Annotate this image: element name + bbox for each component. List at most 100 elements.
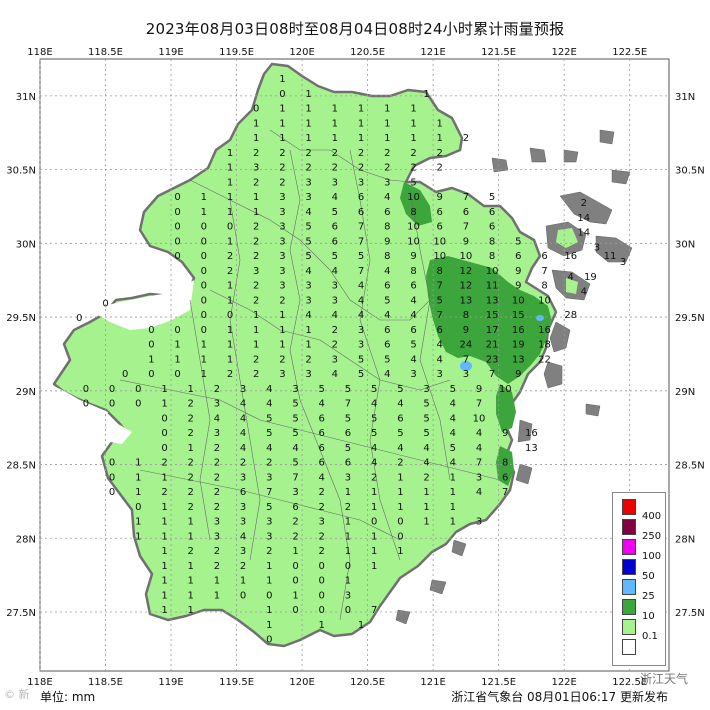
station-value: 4 (384, 310, 390, 321)
station-value: 2 (214, 458, 220, 469)
station-value: 2 (214, 487, 220, 498)
station-value: 1 (161, 517, 167, 528)
lon-tick-bottom: 119.5E (219, 677, 254, 688)
lat-tick-right: 27.5N (675, 608, 705, 619)
station-value: 4 (437, 354, 443, 365)
station-value: 1 (161, 531, 167, 542)
lat-tick-right: 30N (675, 239, 695, 250)
station-value: 4 (332, 192, 338, 203)
unit-label: 单位: mm (40, 690, 96, 704)
station-value: 17 (486, 325, 499, 336)
station-value: 4 (476, 428, 482, 439)
station-value: 1 (279, 325, 285, 336)
lat-tick-left: 30N (16, 239, 36, 250)
station-value: 3 (214, 531, 220, 542)
station-value: 9 (463, 325, 469, 336)
station-value: 7 (476, 399, 482, 410)
station-value: 6 (240, 487, 246, 498)
station-value: 10 (486, 266, 499, 277)
station-value: 1 (305, 340, 311, 351)
station-value: 3 (384, 177, 390, 188)
rain-10-25-northeast-coast (426, 256, 552, 384)
station-value: 3 (332, 177, 338, 188)
station-value: 1 (397, 546, 403, 557)
station-value: 1 (371, 502, 377, 513)
station-value: 6 (319, 443, 325, 454)
station-value: 3 (266, 531, 272, 542)
station-value: 3 (332, 281, 338, 292)
station-value: 24 (460, 340, 473, 351)
lon-tick-top: 122E (551, 47, 576, 58)
station-value: 16 (564, 251, 577, 262)
station-value: 5 (423, 413, 429, 424)
station-value: 2 (437, 163, 443, 174)
station-value: 2 (214, 472, 220, 483)
station-value: 7 (502, 487, 508, 498)
station-value: 4 (437, 340, 443, 351)
station-value: 1 (161, 561, 167, 572)
lon-tick-bottom: 121E (420, 677, 445, 688)
station-value: 2 (253, 281, 259, 292)
lon-tick-top: 121E (420, 47, 445, 58)
station-value: 2 (253, 177, 259, 188)
station-value: 0 (319, 576, 325, 587)
station-value: 6 (384, 340, 390, 351)
station-value: 1 (253, 207, 259, 218)
station-value: 0 (109, 472, 115, 483)
legend-label: 100 (642, 551, 662, 562)
station-value: 1 (384, 133, 390, 144)
station-value: 1 (188, 605, 194, 616)
station-value: 5 (410, 340, 416, 351)
station-value: 1 (450, 502, 456, 513)
station-value: 2 (319, 487, 325, 498)
station-value: 4 (423, 443, 429, 454)
lon-tick-top: 118.5E (88, 47, 123, 58)
station-value: 2 (305, 163, 311, 174)
station-value: 4 (371, 458, 377, 469)
lat-tick-left: 31N (16, 92, 36, 103)
station-value: 10 (460, 251, 473, 262)
lon-tick-top: 122.5E (612, 47, 647, 58)
station-value: 2 (305, 148, 311, 159)
station-value: 0 (135, 399, 141, 410)
unshaded-area-west (96, 280, 194, 330)
station-value: 6 (410, 325, 416, 336)
station-value: 3 (305, 192, 311, 203)
legend-swatch (622, 639, 636, 655)
station-value: 1 (161, 472, 167, 483)
station-value: 4 (358, 310, 364, 321)
station-value: 2 (188, 458, 194, 469)
station-value: 0 (161, 413, 167, 424)
lat-tick-left: 30.5N (6, 166, 36, 177)
station-value: 5 (345, 443, 351, 454)
station-value: 0 (201, 236, 207, 247)
station-value: 2 (410, 148, 416, 159)
station-value: 9 (463, 236, 469, 247)
station-value: 1 (423, 89, 429, 100)
lat-tick-right: 29N (675, 387, 695, 398)
station-value: 6 (489, 207, 495, 218)
station-value: 2 (253, 295, 259, 306)
station-value: 1 (305, 104, 311, 115)
lat-tick-right: 28.5N (675, 461, 705, 472)
island-chain-12 (451, 539, 467, 557)
lat-tick-left: 28N (16, 534, 36, 545)
station-value: 1 (188, 576, 194, 587)
station-value: 4 (476, 487, 482, 498)
island-chain-11 (585, 403, 601, 417)
station-value: 5 (266, 428, 272, 439)
station-value: 1 (188, 531, 194, 542)
station-value: 1 (227, 148, 233, 159)
station-value: 2 (279, 354, 285, 365)
station-value: 5 (489, 192, 495, 203)
station-value: 1 (423, 517, 429, 528)
station-value: 10 (499, 384, 512, 395)
station-value: 3 (279, 207, 285, 218)
station-value: 2 (384, 163, 390, 174)
station-value: 3 (437, 369, 443, 380)
station-value: 7 (345, 399, 351, 410)
station-value: 9 (502, 428, 508, 439)
station-value: 4 (240, 531, 246, 542)
station-value: 1 (384, 118, 390, 129)
station-value: 1 (188, 443, 194, 454)
